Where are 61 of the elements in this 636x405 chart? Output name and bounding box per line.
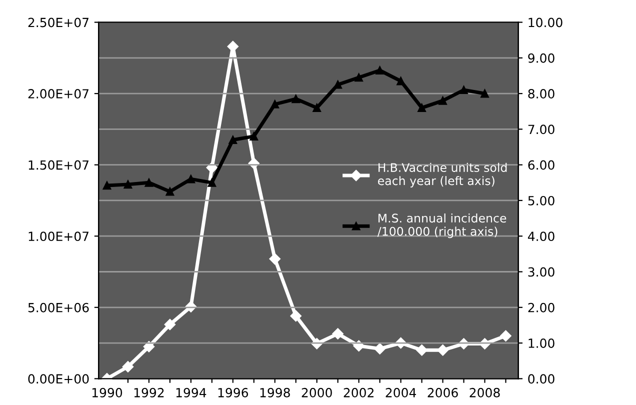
y2-tick-label: 7.00	[528, 124, 554, 134]
x-tick-label: 1996	[218, 388, 248, 398]
x-tick-label: 1990	[92, 388, 122, 398]
point	[143, 340, 155, 352]
point	[332, 328, 344, 340]
y2-tick-label: 2.00	[528, 302, 554, 312]
legend-label: H.B.Vaccine units sold each year (left axis)	[378, 162, 507, 188]
point	[164, 318, 176, 330]
point	[480, 89, 489, 98]
point	[312, 104, 322, 112]
point	[270, 100, 280, 108]
point	[208, 178, 216, 187]
y2-tick-label: 1.00	[528, 338, 554, 348]
x-tick-label: 2004	[386, 388, 416, 398]
point	[102, 181, 112, 190]
point	[353, 340, 364, 352]
y2-tick-label: 0.00	[528, 374, 554, 384]
y2-tick-label: 6.00	[528, 160, 554, 170]
y-tick-label: 0.00E+00	[28, 374, 89, 384]
y2-tick-label: 3.00	[528, 267, 554, 277]
x-tick-label: 1992	[134, 388, 164, 398]
point	[437, 344, 448, 356]
point	[228, 136, 238, 144]
x-tick-label: 1994	[176, 388, 206, 398]
point	[166, 187, 174, 196]
point	[395, 337, 406, 349]
y2-tick-label: 8.00	[528, 89, 554, 98]
point	[290, 310, 302, 322]
point	[376, 66, 384, 75]
point	[416, 344, 428, 356]
x-tick-label: 2006	[428, 388, 458, 398]
point	[354, 73, 363, 82]
y-tick-label: 1.00E+07	[28, 232, 88, 242]
y-tick-label: 1.50E+07	[28, 160, 88, 170]
y2-tick-label: 4.00	[528, 232, 554, 242]
point	[122, 361, 134, 372]
point	[374, 343, 386, 354]
point	[500, 330, 512, 342]
point	[269, 253, 280, 265]
point	[124, 180, 132, 189]
y-tick-label: 2.50E+07	[28, 18, 88, 28]
y2-tick-label: 10.00	[528, 18, 562, 28]
point	[396, 76, 405, 86]
point	[418, 104, 426, 112]
point	[334, 80, 342, 89]
y-tick-label: 5.00E+06	[28, 302, 89, 312]
point	[292, 94, 300, 104]
point	[250, 132, 258, 140]
y2-tick-label: 5.00	[528, 196, 554, 206]
x-tick-label: 2008	[470, 388, 500, 398]
x-tick-label: 2002	[344, 388, 374, 398]
y2-tick-label: 9.00	[528, 53, 554, 63]
point	[101, 373, 113, 384]
point	[438, 96, 447, 105]
point	[144, 178, 154, 187]
y-tick-label: 2.00E+07	[28, 89, 88, 98]
x-tick-label: 2000	[302, 388, 332, 398]
legend-label: M.S. annual incidence /100.000 (right axis)	[377, 213, 506, 238]
x-tick-label: 1998	[260, 388, 290, 398]
point	[460, 86, 468, 94]
point	[186, 174, 196, 184]
